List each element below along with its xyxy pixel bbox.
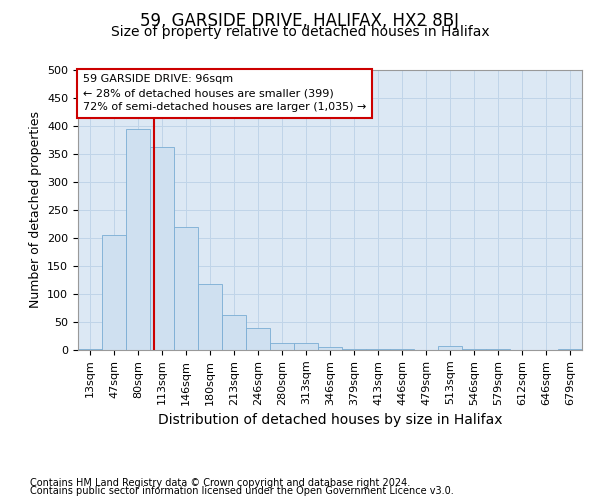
Bar [102,235,126,350]
Bar [150,146,174,350]
Text: Contains public sector information licensed under the Open Government Licence v3: Contains public sector information licen… [30,486,454,496]
Bar [126,130,150,350]
Text: Contains HM Land Registry data © Crown copyright and database right 2024.: Contains HM Land Registry data © Crown c… [30,478,410,488]
Text: 59, GARSIDE DRIVE, HALIFAX, HX2 8BJ: 59, GARSIDE DRIVE, HALIFAX, HX2 8BJ [140,12,460,30]
Bar [222,314,246,350]
Y-axis label: Number of detached properties: Number of detached properties [29,112,41,308]
Bar [174,227,198,350]
Text: 59 GARSIDE DRIVE: 96sqm
← 28% of detached houses are smaller (399)
72% of semi-d: 59 GARSIDE DRIVE: 96sqm ← 28% of detache… [83,74,367,112]
Bar [246,328,270,350]
Bar [78,349,102,350]
Bar [438,346,462,350]
Bar [318,346,342,350]
Bar [294,342,318,350]
Bar [198,284,222,350]
Bar [342,349,366,350]
Text: Size of property relative to detached houses in Halifax: Size of property relative to detached ho… [110,25,490,39]
Bar [270,342,294,350]
X-axis label: Distribution of detached houses by size in Halifax: Distribution of detached houses by size … [158,413,502,427]
